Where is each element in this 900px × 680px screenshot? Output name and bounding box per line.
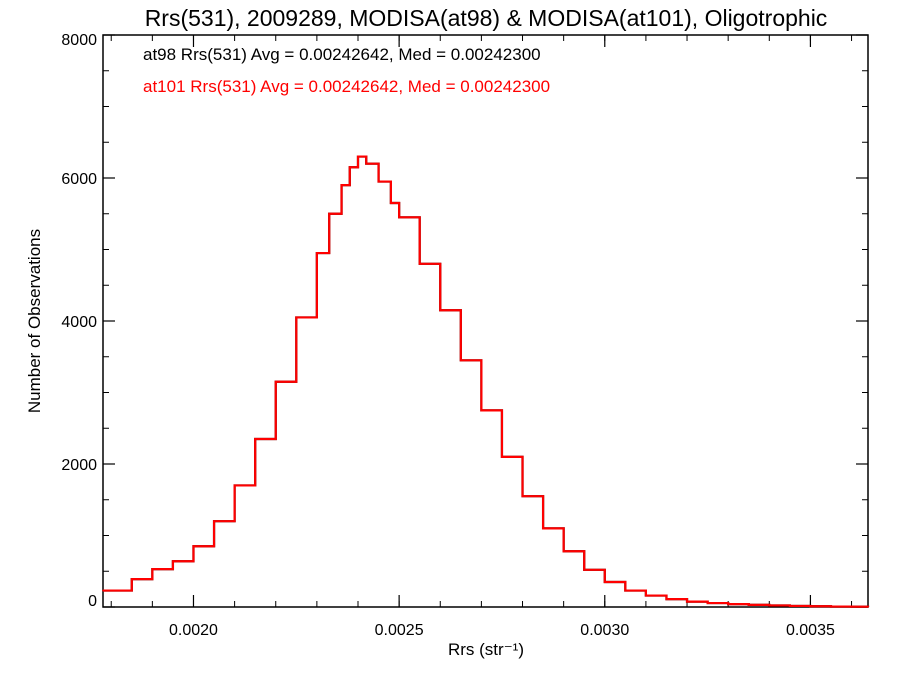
data-point (624, 589, 627, 592)
data-point (460, 359, 462, 362)
series-line-0 (102, 155, 870, 608)
data-point (348, 166, 351, 169)
y-tick-label: 8000 (61, 32, 97, 49)
data-point (562, 550, 565, 553)
chart-title: Rrs(531), 2009289, MODISA(at98) & MODISA… (145, 5, 828, 31)
y-axis-tick-labels: 0 2000 4000 6000 8000 (61, 32, 97, 610)
y-tick-label: 0 (88, 593, 97, 610)
data-point (521, 495, 524, 497)
data-point (340, 184, 343, 186)
y-tick-label: 6000 (61, 171, 97, 188)
x-axis-label: Rrs (str⁻¹) (448, 640, 524, 659)
y-axis-label: Number of Observations (25, 229, 44, 413)
data-point (390, 202, 392, 204)
data-point (809, 605, 812, 608)
data-point (686, 600, 688, 603)
data-point (254, 438, 256, 440)
data-point (583, 569, 586, 571)
y-tick-label: 2000 (61, 457, 97, 474)
data-point (727, 603, 729, 605)
data-point (418, 263, 421, 265)
data-point (102, 589, 104, 592)
data-point (398, 216, 400, 219)
x-tick-label: 0.0035 (786, 622, 835, 639)
data-point (747, 604, 750, 606)
data-point (645, 594, 647, 597)
annotation-at98: at98 Rrs(531) Avg = 0.00242642, Med = 0.… (143, 45, 541, 64)
series-line-1 (102, 155, 870, 608)
data-point (768, 604, 771, 607)
data-point (789, 605, 791, 607)
data-point (665, 598, 668, 600)
data-point (830, 605, 832, 608)
x-tick-label: 0.0025 (375, 622, 424, 639)
x-tick-label: 0.0030 (580, 622, 629, 639)
data-point (603, 581, 606, 583)
x-axis-tick-labels: 0.0020 0.0025 0.0030 0.0035 (169, 622, 835, 639)
data-point (274, 380, 277, 383)
y-axis-ticks (103, 34, 868, 608)
annotation-at101: at101 Rrs(531) Avg = 0.00242642, Med = 0… (143, 77, 550, 96)
data-point (192, 545, 195, 548)
data-point (542, 527, 544, 530)
data-point (172, 560, 174, 563)
data-point (316, 252, 318, 254)
data-point (867, 606, 869, 608)
data-point (295, 316, 298, 319)
data-point (480, 409, 483, 412)
data-point (439, 309, 442, 312)
series-path (103, 155, 870, 608)
data-point (151, 568, 154, 570)
data-point (377, 180, 380, 183)
data-point (501, 456, 503, 458)
data-point (130, 578, 133, 580)
x-axis-ticks (110, 35, 853, 607)
data-point (328, 212, 331, 215)
x-tick-label: 0.0020 (169, 622, 218, 639)
data-point (365, 162, 368, 165)
data-point (233, 484, 236, 487)
series-layer (102, 155, 870, 608)
data-point (850, 605, 853, 608)
y-tick-label: 4000 (61, 314, 97, 331)
data-point (357, 155, 359, 158)
data-point (213, 520, 215, 522)
series-path (103, 155, 870, 608)
data-point (706, 602, 709, 604)
